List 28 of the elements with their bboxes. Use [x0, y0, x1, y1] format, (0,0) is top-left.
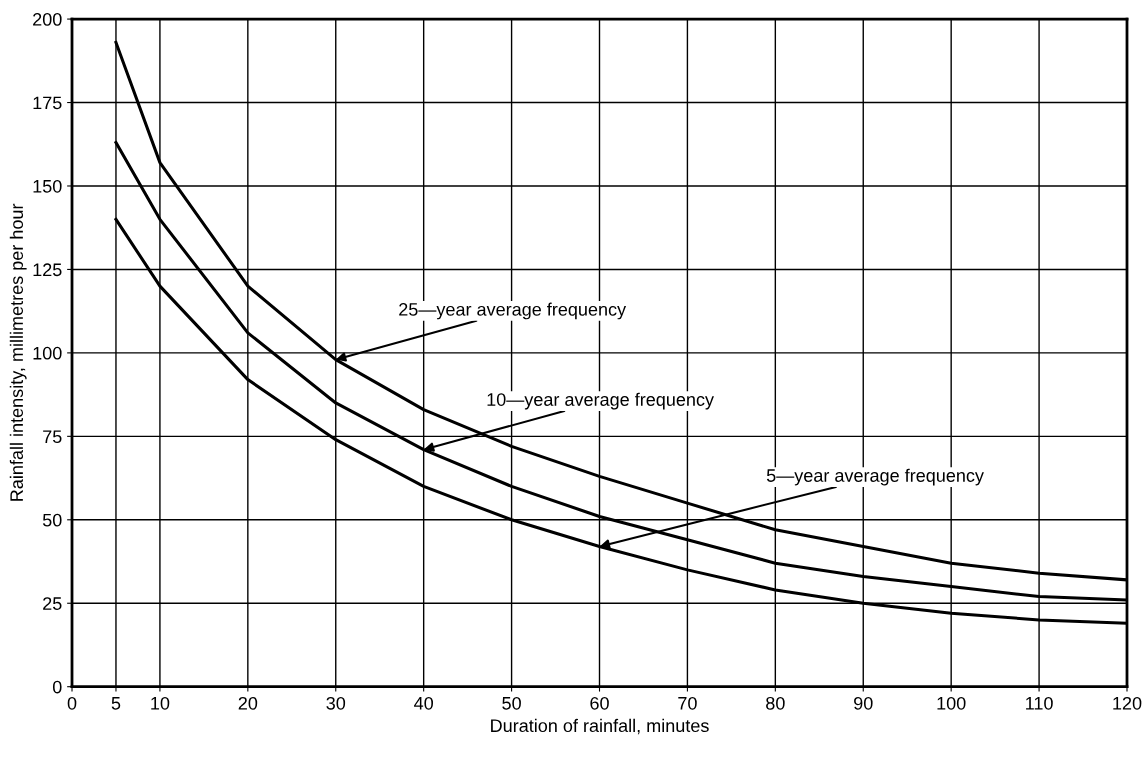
- y-tick-label: 150: [33, 179, 62, 193]
- x-tick-label: 50: [502, 696, 521, 710]
- x-tick-label: 10: [151, 696, 170, 710]
- x-tick-label: 90: [854, 696, 873, 710]
- y-tick-label: 125: [33, 263, 62, 277]
- annotation: 5—year average frequency: [766, 468, 984, 486]
- x-tick-label: 30: [326, 696, 346, 710]
- y-tick-label: 100: [33, 346, 62, 360]
- y-tick-label: 25: [43, 597, 62, 610]
- x-axis-title: Duration of rainfall, minutes: [491, 718, 709, 735]
- x-tick-label: 70: [678, 696, 697, 710]
- x-tick-label: 20: [238, 696, 258, 710]
- x-tick-label: 80: [766, 696, 785, 710]
- y-tick-label: 75: [43, 430, 62, 444]
- x-tick-label: 110: [1026, 696, 1053, 710]
- y-tick-label: 175: [33, 96, 62, 110]
- y-tick-label: 0: [52, 680, 62, 694]
- x-tick-label: 100: [937, 696, 966, 710]
- x-tick-label: 60: [590, 696, 609, 710]
- y-axis-title: Rainfall intensity, millimetres per hour: [9, 203, 27, 501]
- y-tick-label: 200: [33, 13, 62, 26]
- x-tick-label: 40: [414, 696, 434, 710]
- annotation: 25—year average frequency: [399, 302, 627, 320]
- x-tick-label: 5: [111, 697, 121, 710]
- x-tick-label: 0: [67, 696, 77, 710]
- annotation: 10—year average frequency: [487, 392, 714, 410]
- y-tick-label: 50: [42, 513, 62, 527]
- x-tick-label: 120: [1113, 696, 1142, 710]
